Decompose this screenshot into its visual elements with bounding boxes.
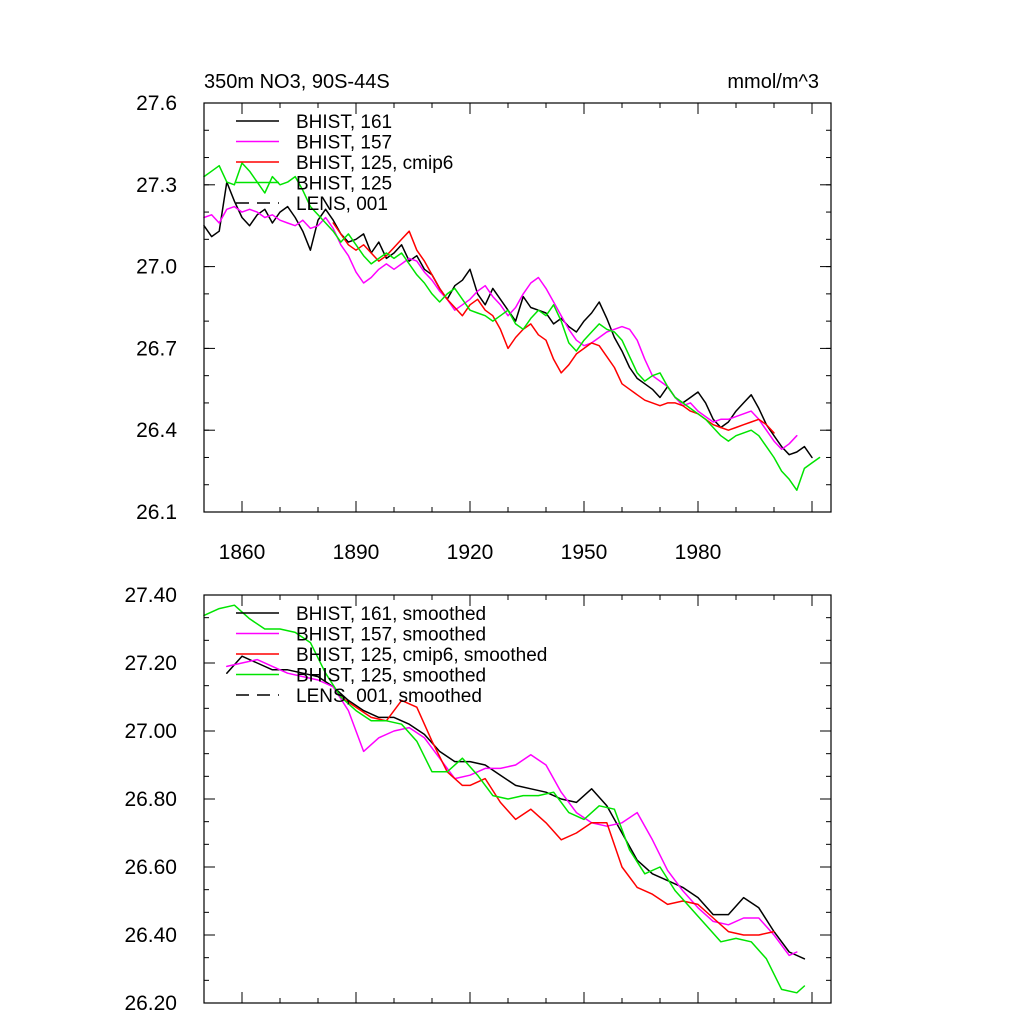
plot-frame xyxy=(203,594,832,1004)
legend-label: BHIST, 157 xyxy=(296,133,392,154)
y-tick-label: 26.20 xyxy=(124,992,177,1015)
series-line xyxy=(203,181,813,459)
y-tick-label: 27.0 xyxy=(136,256,177,279)
legend-label: BHIST, 157, smoothed xyxy=(296,625,486,646)
chart-panel-2: 26.20 26.40 26.60 26.80 27.00 27.20 27.40 BHIST… xyxy=(124,584,832,1015)
legend-label: BHIST, 125 xyxy=(296,174,392,195)
y-tick-label: 26.4 xyxy=(136,419,177,442)
legend-label: BHIST, 125, smoothed xyxy=(296,666,486,687)
series-line xyxy=(203,604,806,994)
y-tick-label: 26.60 xyxy=(124,856,177,879)
series-line xyxy=(203,205,798,451)
y-tick-label: 27.00 xyxy=(124,720,177,743)
legend-label: BHIST, 161, smoothed xyxy=(296,604,486,625)
y-tick-label: 27.20 xyxy=(124,652,177,675)
y-tick-label: 26.40 xyxy=(124,924,177,947)
plot-frame xyxy=(203,102,832,513)
legend-label: BHIST, 125, cmip6 xyxy=(296,153,453,174)
units-label: mmol/m^3 xyxy=(727,71,819,93)
x-tick-label: 1860 xyxy=(219,541,266,564)
legend-label: BHIST, 125, cmip6, smoothed xyxy=(296,645,547,666)
y-tick-label: 26.80 xyxy=(124,788,177,811)
x-tick-label: 1980 xyxy=(675,541,722,564)
y-tick-label: 26.7 xyxy=(136,337,177,360)
y-tick-label: 27.6 xyxy=(136,92,177,115)
y-tick-label: 26.1 xyxy=(136,501,177,524)
x-tick-label: 1920 xyxy=(447,541,494,564)
legend-label: LENS, 001, smoothed xyxy=(296,686,482,707)
x-tick-label: 1890 xyxy=(333,541,380,564)
chart-title: 350m NO3, 90S-44S xyxy=(204,71,390,93)
series-line xyxy=(226,655,806,960)
series-line xyxy=(203,162,821,491)
chart-panel-1: 26.1 26.4 26.7 27.0 27.3 27.6 1860 1890 1920 1950… xyxy=(136,71,832,564)
series-line xyxy=(226,658,798,957)
legend-label: BHIST, 161 xyxy=(296,112,392,133)
y-tick-label: 27.3 xyxy=(136,174,177,197)
y-tick-label: 27.40 xyxy=(124,584,177,607)
series-line xyxy=(340,696,775,936)
x-tick-label: 1950 xyxy=(561,541,608,564)
legend-label: LENS, 001 xyxy=(296,194,388,215)
